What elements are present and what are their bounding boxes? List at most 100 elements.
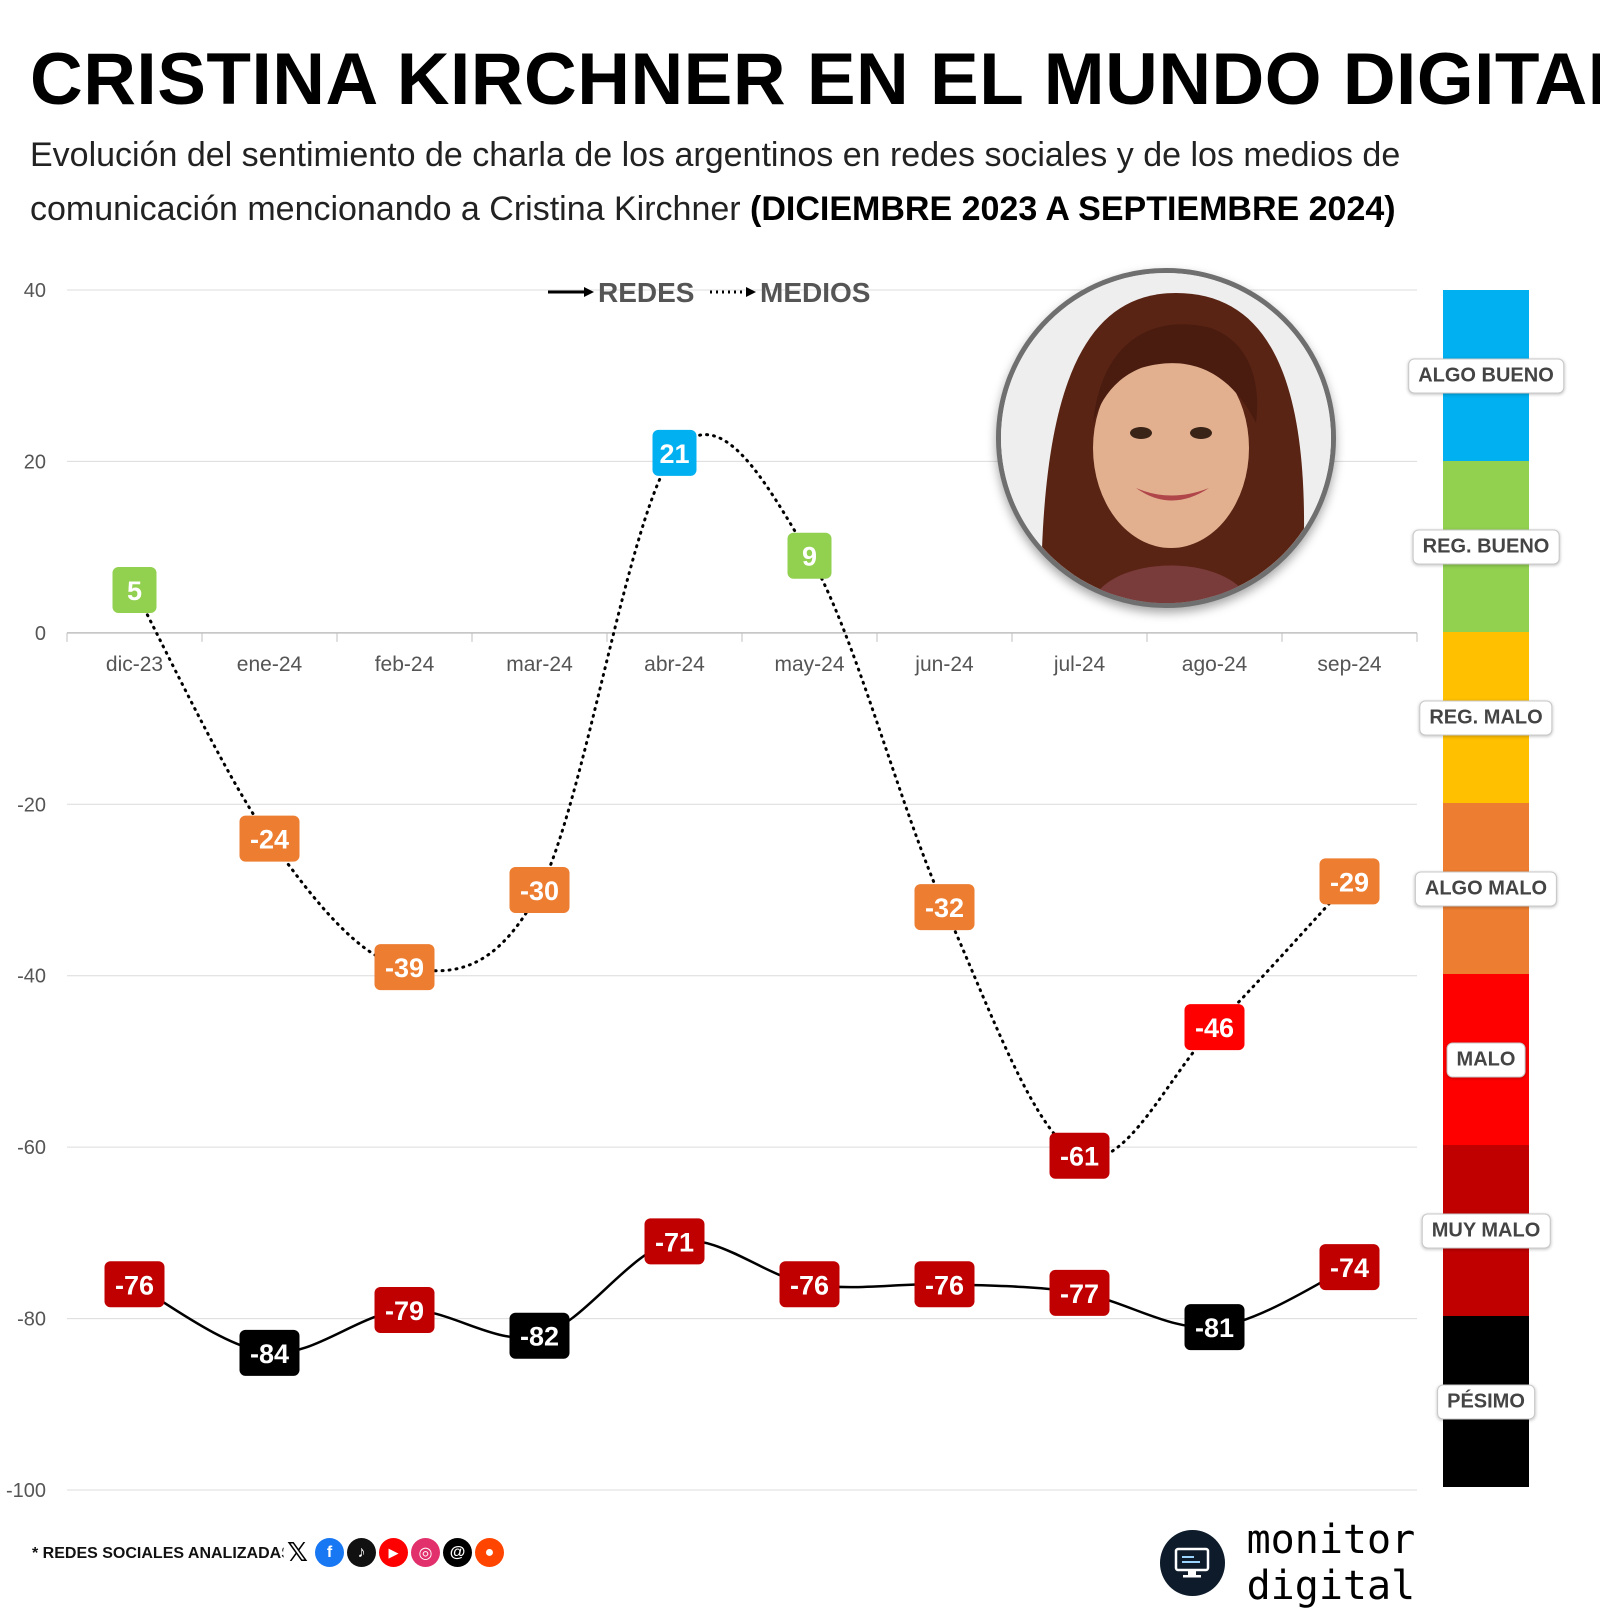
scale-segment: REG. MALO	[1419, 632, 1553, 803]
data-label-value: 9	[802, 542, 817, 572]
scale-segment-label: ALGO BUENO	[1408, 358, 1564, 393]
data-label-value: -74	[1330, 1253, 1369, 1283]
data-label: -29	[1319, 858, 1380, 905]
legend-redes-arrow-icon	[584, 287, 594, 297]
y-tick-label: -20	[17, 794, 46, 816]
x-tick-label: ene-24	[237, 653, 303, 676]
x-tick-label: dic-23	[106, 653, 163, 676]
data-label-value: -76	[925, 1270, 964, 1300]
scale-segment-label: MALO	[1446, 1042, 1526, 1077]
x-tick-label: may-24	[774, 653, 844, 676]
data-label-box	[652, 429, 697, 476]
y-tick-label: 40	[24, 280, 46, 302]
scale-segment-label: REG. MALO	[1419, 700, 1553, 735]
y-tick-label: -100	[6, 1480, 46, 1502]
data-label: -32	[914, 884, 975, 931]
data-label: -82	[509, 1312, 570, 1359]
data-label-value: -79	[385, 1296, 424, 1326]
page-subtitle: Evolución del sentimiento de charla de l…	[30, 128, 1550, 236]
subtitle-text: Evolución del sentimiento de charla de l…	[30, 136, 1401, 228]
youtube-icon: ▶	[379, 1538, 408, 1567]
data-label-value: -61	[1060, 1142, 1099, 1172]
portrait-illustration	[1001, 273, 1331, 603]
legend-medios-label: MEDIOS	[760, 277, 870, 308]
data-label-box	[239, 1329, 300, 1376]
data-label-value: -76	[790, 1270, 829, 1300]
data-label: -61	[1049, 1132, 1110, 1179]
sentiment-line-chart: 40 20 0 -20 -40 -60 -80 -100 dic-23 ene-24 feb-24…	[6, 277, 1418, 1502]
data-label-value: -82	[520, 1322, 559, 1352]
series-lines	[133, 433, 1351, 1355]
data-label: 9	[787, 532, 832, 579]
data-label-value: -76	[115, 1270, 154, 1300]
scale-segment-label: ALGO MALO	[1414, 871, 1558, 906]
x-tick-label: jun-24	[914, 653, 974, 676]
reddit-icon: ●	[475, 1538, 504, 1567]
scale-segment-label: REG. BUENO	[1412, 529, 1560, 564]
data-label-box	[1049, 1269, 1110, 1316]
data-label: -76	[914, 1261, 975, 1308]
data-label: -81	[1184, 1304, 1245, 1351]
scale-segment: MUY MALO	[1421, 1145, 1551, 1316]
data-label-box	[779, 1261, 840, 1308]
y-tick-label: -40	[17, 966, 46, 988]
data-label-box	[509, 1312, 570, 1359]
data-label: -76	[779, 1261, 840, 1308]
chart-legend: REDES MEDIOS	[548, 277, 870, 308]
y-tick-label: -60	[17, 1137, 46, 1159]
x-tick-label: feb-24	[375, 653, 435, 676]
x-tick-label: abr-24	[644, 653, 705, 676]
data-label: -71	[644, 1218, 705, 1265]
threads-icon: @	[443, 1538, 472, 1567]
data-label-box	[509, 867, 570, 913]
data-label: -30	[509, 867, 570, 913]
scale-segment-label: PÉSIMO	[1437, 1384, 1535, 1419]
data-label: -46	[1184, 1004, 1245, 1051]
cristina-kirchner-portrait	[996, 268, 1336, 608]
data-label-box	[374, 944, 435, 991]
data-label-box	[1319, 858, 1380, 905]
y-tick-label: 20	[24, 451, 46, 473]
series-line-redes	[133, 1239, 1351, 1355]
data-label-box	[239, 815, 300, 862]
scale-segment-label: MUY MALO	[1421, 1213, 1551, 1248]
scale-segment: ALGO BUENO	[1408, 290, 1564, 461]
y-tick-label: 0	[35, 623, 46, 645]
data-label-box	[644, 1218, 705, 1265]
data-label-box	[104, 1261, 165, 1308]
data-label-value: -29	[1330, 867, 1369, 897]
data-label: -79	[374, 1287, 435, 1333]
x-tick-label: ago-24	[1182, 653, 1248, 676]
x-tick-label: sep-24	[1317, 653, 1382, 676]
data-label-value: -84	[250, 1339, 289, 1369]
data-label-box	[787, 532, 832, 579]
data-label-value: -24	[250, 825, 289, 855]
data-label: -77	[1049, 1269, 1110, 1316]
data-label-box	[1184, 1304, 1245, 1351]
data-label-box	[914, 1261, 975, 1308]
scale-segment: PÉSIMO	[1437, 1316, 1535, 1487]
data-label-box	[374, 1287, 435, 1333]
data-label-value: -77	[1060, 1279, 1099, 1309]
data-label-box	[914, 884, 975, 931]
data-labels: -76 -84 -79 -82 -71 -76 -76 -77 -81 -74 5 -24 -39 -30…	[104, 429, 1380, 1376]
data-label-box	[112, 567, 157, 613]
data-label-value: -81	[1195, 1313, 1234, 1343]
y-tick-label: -80	[17, 1309, 46, 1331]
data-label: -76	[104, 1261, 165, 1308]
scale-segment: ALGO MALO	[1414, 803, 1558, 974]
facebook-icon: f	[315, 1538, 344, 1567]
data-label-value: 21	[659, 439, 689, 469]
data-label: 5	[112, 567, 157, 613]
x-tick-label: jul-24	[1053, 653, 1106, 676]
data-label-box	[1049, 1132, 1110, 1179]
data-label-box	[1184, 1004, 1245, 1051]
legend-redes-label: REDES	[598, 277, 694, 308]
brand-name: monitor digital	[1246, 1517, 1416, 1609]
x-icon: 𝕏	[283, 1537, 312, 1567]
data-label: -74	[1319, 1244, 1380, 1291]
monitor-glyph-icon	[1175, 1547, 1210, 1578]
data-label-value: -46	[1195, 1013, 1234, 1043]
data-label: -24	[239, 815, 300, 862]
data-label-value: -39	[385, 953, 424, 983]
